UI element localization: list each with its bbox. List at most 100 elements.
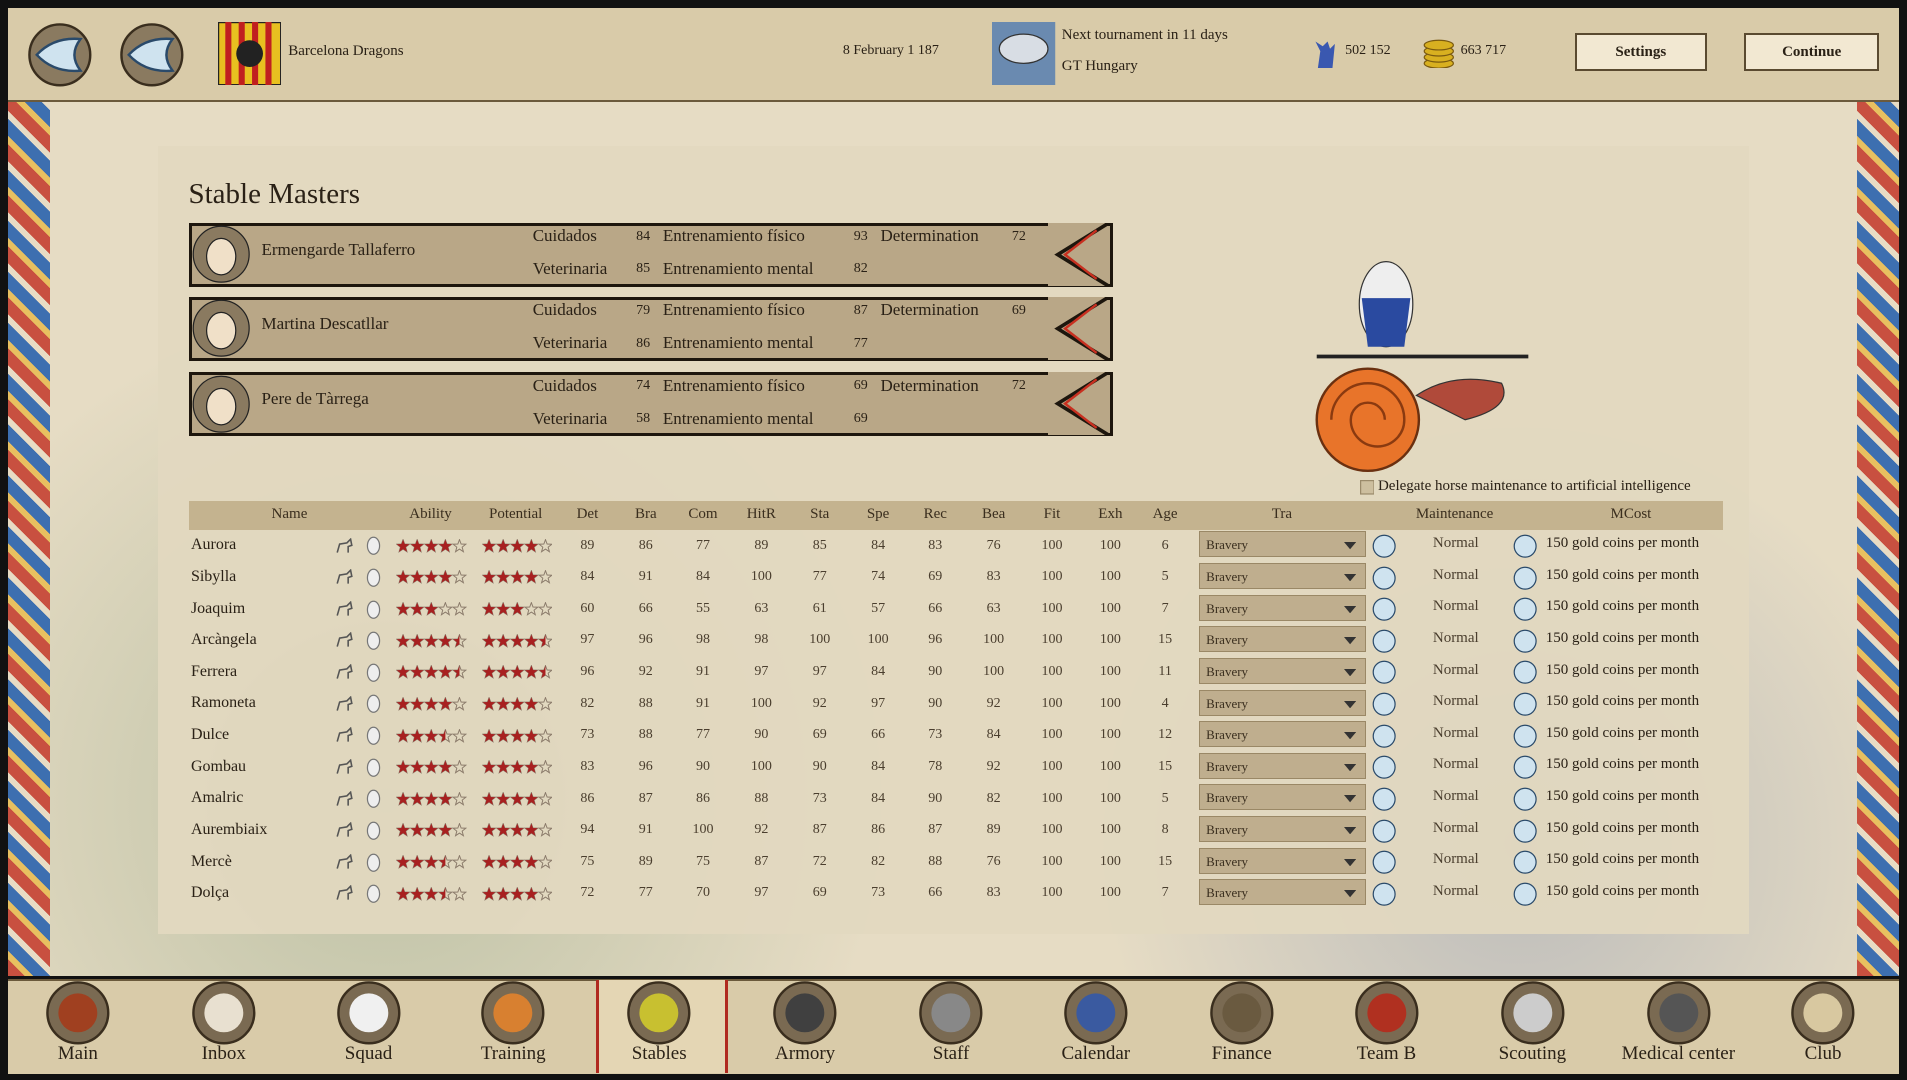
maintenance-icon[interactable] [1513, 850, 1537, 874]
training-dropdown[interactable]: Bravery [1199, 531, 1366, 558]
training-dropdown[interactable]: Bravery [1199, 784, 1366, 811]
back-arrow[interactable] [27, 22, 93, 88]
nav-icon[interactable] [1063, 980, 1129, 1046]
training-dropdown[interactable]: Bravery [1199, 626, 1366, 653]
horse-icon[interactable] [336, 727, 353, 744]
nav-icon[interactable] [772, 980, 838, 1046]
nav-icon[interactable] [918, 980, 984, 1046]
training-dropdown[interactable]: Bravery [1199, 689, 1366, 716]
nav-icon[interactable] [1646, 980, 1712, 1046]
nav-icon[interactable] [1790, 980, 1856, 1046]
horse-icon[interactable] [336, 822, 353, 839]
top-button[interactable]: Continue [1744, 32, 1880, 71]
train-icon[interactable] [1372, 724, 1396, 748]
train-icon[interactable] [1372, 755, 1396, 779]
maintenance-icon[interactable] [1513, 629, 1537, 653]
nav-label[interactable]: Medical center [1621, 1043, 1736, 1065]
stat-value: 100 [1099, 727, 1121, 743]
training-dropdown[interactable]: Bravery [1199, 879, 1366, 906]
top-button[interactable]: Settings [1574, 32, 1707, 71]
train-icon[interactable] [1372, 787, 1396, 811]
train-icon[interactable] [1372, 597, 1396, 621]
nav-label[interactable]: Stables [631, 1043, 687, 1065]
info-icon[interactable] [365, 631, 382, 651]
nav-icon[interactable] [1500, 980, 1566, 1046]
info-icon[interactable] [365, 663, 382, 682]
nav-icon[interactable] [1354, 980, 1420, 1046]
maintenance-icon[interactable] [1513, 755, 1537, 779]
nav-icon[interactable] [45, 980, 111, 1046]
maintenance-icon[interactable] [1513, 692, 1537, 716]
master-stat-value: 69 [1011, 302, 1026, 318]
training-dropdown[interactable]: Bravery [1199, 752, 1366, 779]
train-icon[interactable] [1372, 566, 1396, 590]
forward-arrow[interactable] [119, 22, 185, 88]
table-header [188, 501, 1724, 531]
maintenance-icon[interactable] [1513, 724, 1537, 748]
horse-icon[interactable] [336, 537, 353, 555]
training-dropdown[interactable]: Bravery [1199, 721, 1366, 748]
info-icon[interactable] [365, 821, 382, 840]
training-dropdown[interactable]: Bravery [1199, 657, 1366, 684]
nav-label[interactable]: Squad [344, 1043, 393, 1065]
info-icon[interactable] [365, 694, 382, 714]
maintenance-icon[interactable] [1513, 787, 1537, 811]
info-icon[interactable] [365, 884, 382, 904]
nav-label[interactable]: Training [480, 1043, 546, 1065]
horse-icon[interactable] [336, 695, 353, 713]
nav-icon[interactable] [626, 980, 692, 1046]
nav-label[interactable]: Main [57, 1043, 98, 1065]
nav-icon[interactable] [336, 980, 402, 1046]
train-icon[interactable] [1372, 692, 1396, 716]
column-header: Age [1152, 505, 1178, 522]
nav-label[interactable]: Finance [1211, 1043, 1272, 1065]
nav-label[interactable]: Team B [1356, 1043, 1417, 1065]
training-dropdown[interactable]: Bravery [1199, 594, 1366, 621]
train-icon[interactable] [1372, 850, 1396, 874]
training-dropdown[interactable]: Bravery [1199, 563, 1366, 590]
train-icon[interactable] [1372, 819, 1396, 843]
nav-label[interactable]: Inbox [201, 1043, 246, 1065]
training-dropdown[interactable]: Bravery [1199, 847, 1366, 874]
nav-label[interactable]: Scouting [1498, 1043, 1567, 1065]
maintenance-icon[interactable] [1513, 819, 1537, 843]
stat-value: 5 [1161, 790, 1169, 806]
horse-icon[interactable] [336, 853, 353, 871]
info-icon[interactable] [365, 758, 382, 777]
nav-label[interactable]: Armory [775, 1043, 836, 1065]
maintenance-icon[interactable] [1513, 534, 1537, 558]
info-icon[interactable] [365, 568, 382, 587]
nav-icon[interactable] [1209, 980, 1275, 1046]
nav-icon[interactable] [480, 980, 546, 1046]
horse-icon[interactable] [336, 600, 353, 618]
nav-label[interactable]: Club [1804, 1043, 1842, 1065]
train-icon[interactable] [1372, 534, 1396, 558]
nav-label[interactable]: Staff [932, 1043, 970, 1065]
horse-icon[interactable] [336, 664, 353, 681]
ai-checkbox[interactable] [1359, 480, 1375, 495]
maintenance-icon[interactable] [1513, 882, 1537, 906]
stat-value: 97 [871, 695, 886, 711]
train-icon[interactable] [1372, 629, 1396, 653]
nav-label[interactable]: Calendar [1061, 1043, 1131, 1065]
maintenance-icon[interactable] [1513, 566, 1537, 590]
maintenance-icon[interactable] [1513, 597, 1537, 621]
star-fill [397, 602, 439, 615]
horse-icon[interactable] [336, 790, 353, 808]
section-title: Stable Masters [188, 177, 361, 210]
horse-icon[interactable] [336, 885, 353, 902]
info-icon[interactable] [365, 726, 382, 745]
training-dropdown[interactable]: Bravery [1199, 816, 1366, 843]
maintenance-icon[interactable] [1513, 660, 1537, 685]
info-icon[interactable] [365, 789, 382, 809]
horse-icon[interactable] [336, 569, 353, 586]
info-icon[interactable] [365, 853, 382, 872]
train-icon[interactable] [1372, 660, 1396, 685]
train-icon[interactable] [1372, 882, 1396, 906]
info-icon[interactable] [365, 536, 382, 556]
info-icon[interactable] [365, 600, 382, 619]
horse-icon[interactable] [336, 758, 353, 776]
nav-icon[interactable] [191, 980, 257, 1046]
horse-icon[interactable] [336, 632, 353, 649]
stat-value: 77 [695, 537, 710, 553]
